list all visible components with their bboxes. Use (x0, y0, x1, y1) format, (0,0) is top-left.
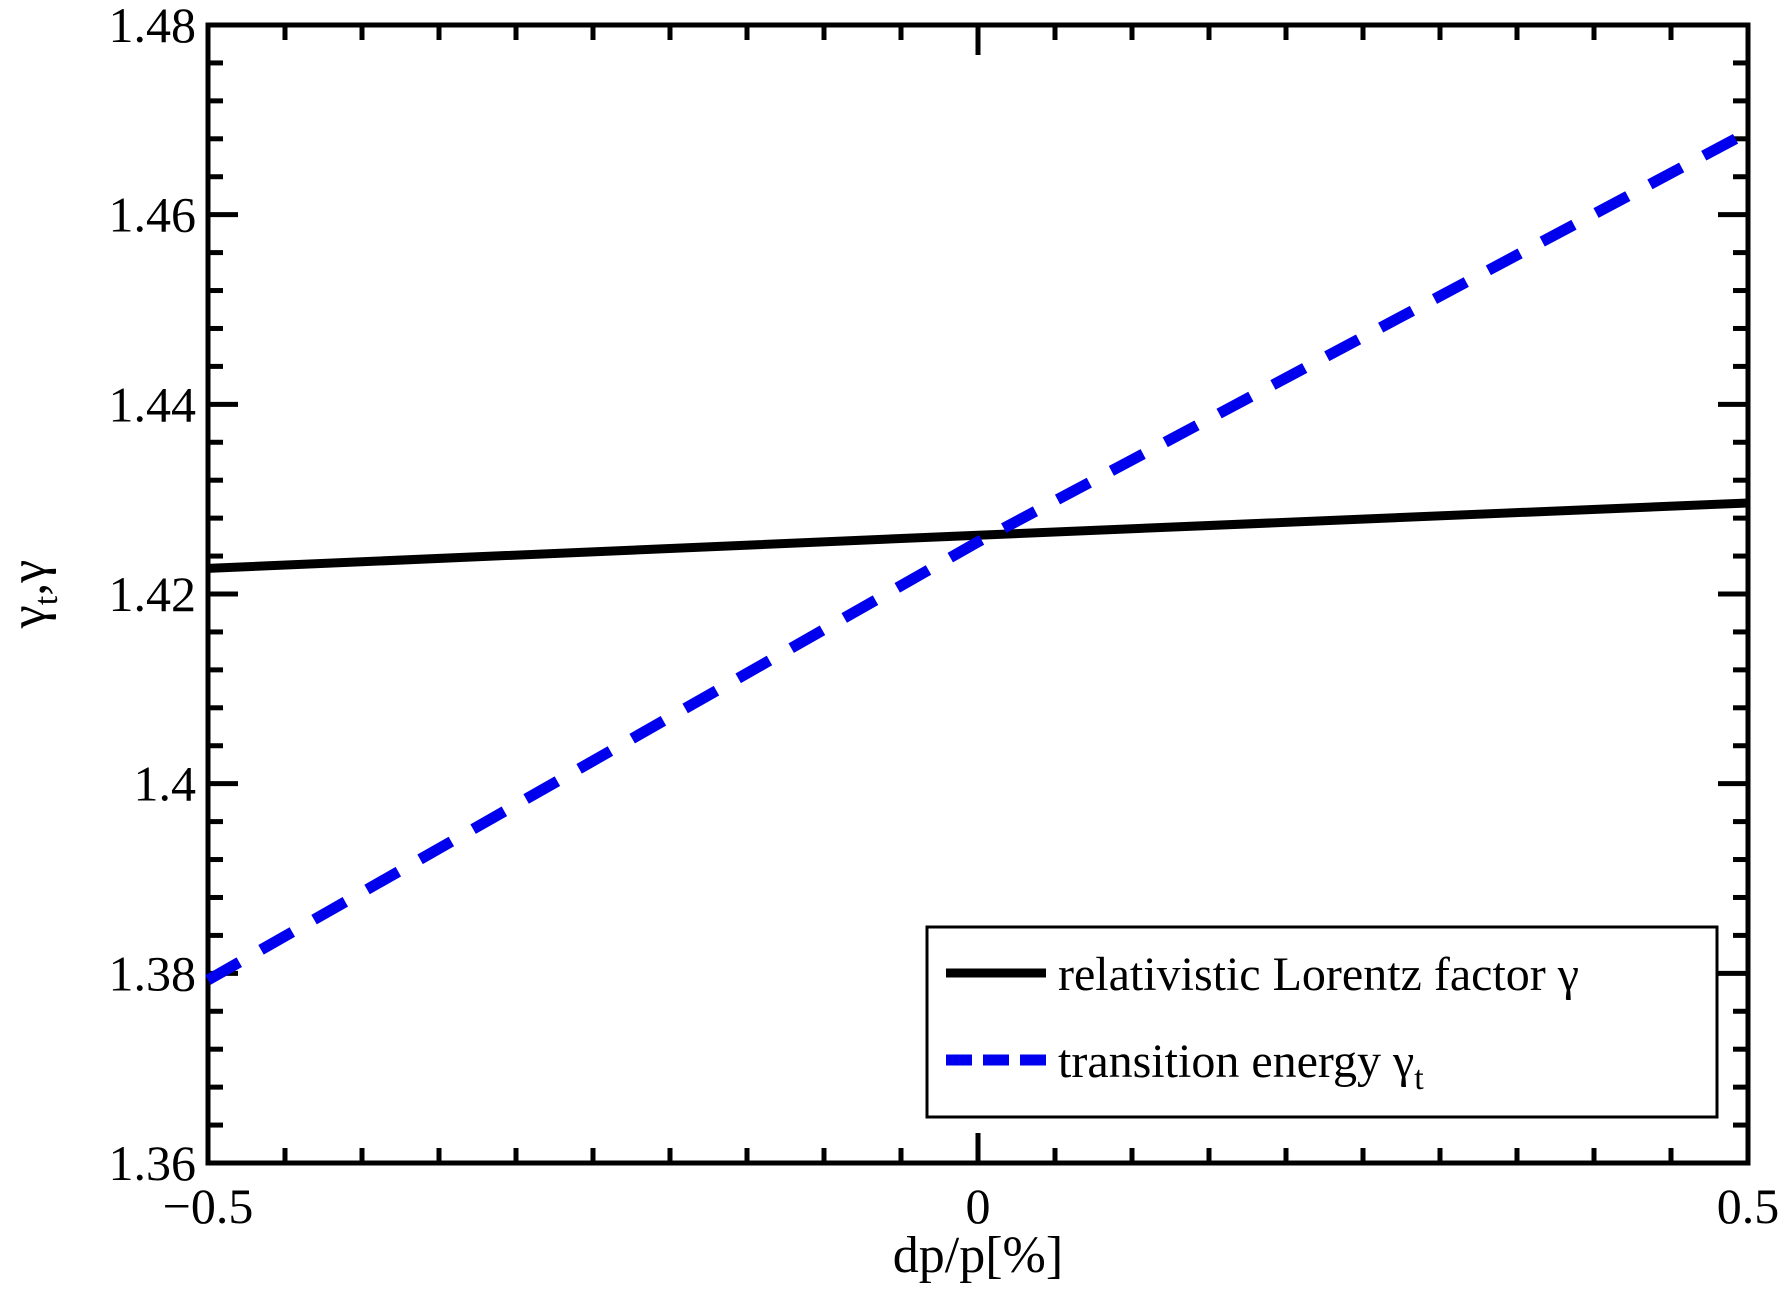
series-transition-line (205, 127, 1751, 985)
x-tick-label: 0 (966, 1178, 991, 1234)
x-axis-title: dp/p[%] (893, 1227, 1063, 1284)
legend-label-lorentz: relativistic Lorentz factor γ (1058, 948, 1579, 1001)
y-tick-label: 1.36 (109, 1135, 197, 1191)
axis-ticks (205, 22, 1751, 1166)
x-tick-label: −0.5 (163, 1178, 254, 1234)
series-lorentz-line (207, 498, 1749, 573)
y-tick-label: 1.4 (134, 756, 197, 812)
x-tick-label: 0.5 (1717, 1178, 1780, 1234)
axis-tick-labels: −0.5 0 0.5 1.36 1.38 1.4 1.42 1.44 1.46 1.48 (109, 0, 1780, 1234)
data-series (205, 127, 1751, 985)
y-tick-label: 1.46 (109, 187, 197, 243)
y-tick-label: 1.44 (109, 376, 197, 432)
y-axis-title: γt,γ (0, 560, 65, 629)
y-tick-label: 1.42 (109, 566, 197, 622)
legend-label-transition: transition energy γt (1058, 1035, 1424, 1097)
y-tick-label: 1.48 (109, 0, 197, 53)
legend-box (925, 925, 1719, 1119)
y-tick-label: 1.38 (109, 945, 197, 1001)
legend: relativistic Lorentz factor γ transition… (925, 925, 1719, 1119)
